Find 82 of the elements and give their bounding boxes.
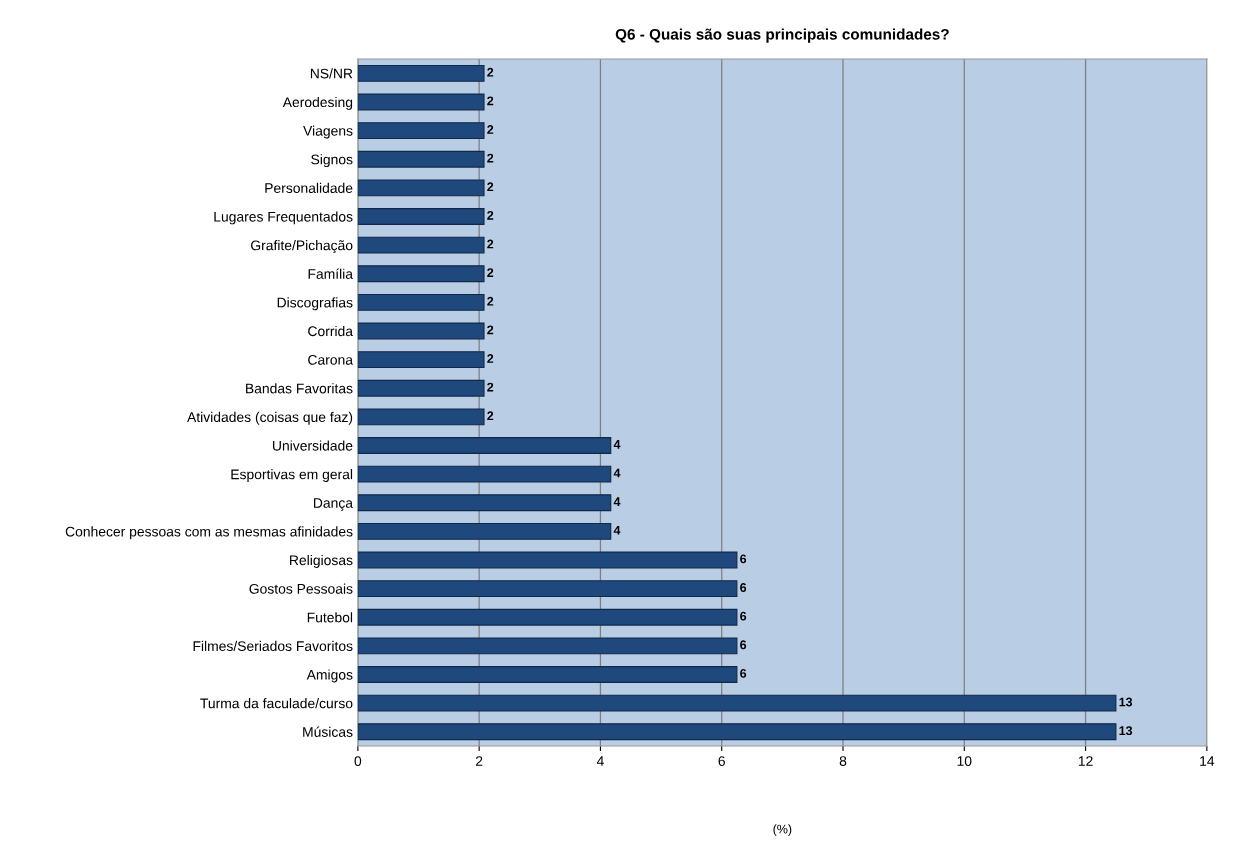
y-tick-label: Dança [313,498,353,511]
x-tick-label: 4 [596,756,604,766]
y-tick-label: Grafite/Pichação [251,240,353,254]
data-label: 13 [1119,726,1133,736]
bar [357,465,612,483]
bar [357,150,485,168]
data-label: 4 [613,468,621,478]
y-tick-label: Amigos [306,669,353,683]
y-tick-label: Viagens [303,125,353,139]
data-label: 2 [487,411,494,421]
y-tick-label: Religiosas [290,554,353,568]
x-tick-label: 12 [1078,756,1093,766]
bar [357,580,738,598]
y-tick-label: Discografias [277,297,353,311]
bar [357,379,485,397]
data-label: 6 [740,554,747,564]
y-tick-label: Músicas [303,726,353,737]
y-tick-label: Atividades (coisas que faz) [187,411,353,425]
data-label: 2 [487,354,494,363]
y-tick-label: Turma da faculade/curso [200,698,353,709]
data-label: 2 [487,67,494,77]
data-label: 2 [487,382,494,392]
x-tick-label: 14 [1200,756,1215,766]
data-label: 2 [487,153,494,163]
bar [357,608,738,626]
x-tick-label: 6 [718,756,725,766]
y-tick-label: Corrida [308,325,353,337]
bar [357,265,485,283]
y-tick-label: Gostos Pessoais [249,583,353,594]
y-tick-label: Futebol [307,612,353,623]
y-tick-label: Aerodesing [282,96,353,110]
bar [357,122,485,140]
data-label: 6 [740,611,747,621]
y-tick-label: Universidade [273,440,353,451]
bar [357,236,485,254]
x-axis-title: (%) [773,824,792,836]
bar [357,93,485,111]
y-tick-label: Signos [311,154,353,168]
y-tick-label: Esportivas em geral [231,469,353,483]
bar [357,64,485,82]
bar [357,551,738,569]
bar [357,293,485,311]
data-label: 2 [487,325,494,335]
data-label: 6 [740,583,747,592]
x-tick-label: 0 [354,756,362,766]
bar [357,494,612,512]
bar [357,522,612,540]
y-tick-label: NS/NR [310,68,353,79]
bar [357,666,738,683]
chart-title: Q6 - Quais são suas principais comunidades? [615,28,949,43]
bar [357,408,485,426]
bar [357,694,1117,712]
data-label: 6 [740,668,747,678]
y-tick-label: Lugares Frequentados [214,211,353,225]
data-label: 4 [613,497,621,506]
data-label: 2 [487,296,494,306]
y-tick-label: Carona [308,354,353,365]
data-label: 4 [613,440,621,449]
y-tick-label: Família [308,268,353,279]
data-label: 6 [740,640,747,650]
data-label: 2 [487,268,494,277]
x-tick-label: 2 [475,756,483,766]
x-tick-label: 8 [839,756,847,766]
x-tick-label: 10 [957,756,972,766]
bar [357,637,738,655]
bar [357,179,485,197]
data-label: 4 [613,525,621,535]
y-tick-label: Bandas Favoritas [246,383,353,394]
bar [357,437,612,454]
data-label: 2 [487,239,494,249]
y-tick-label: Personalidade [265,182,353,193]
bar [357,351,485,369]
bar [357,322,485,340]
bar [357,723,1117,741]
data-label: 2 [487,96,494,106]
data-label: 13 [1119,697,1133,707]
y-tick-label: Conhecer pessoas com as mesmas afinidades [65,526,353,540]
bar [357,208,485,225]
y-tick-label: Filmes/Seriados Favoritos [193,640,353,652]
data-label: 2 [487,210,494,220]
data-label: 2 [487,125,494,134]
data-label: 2 [487,182,494,192]
